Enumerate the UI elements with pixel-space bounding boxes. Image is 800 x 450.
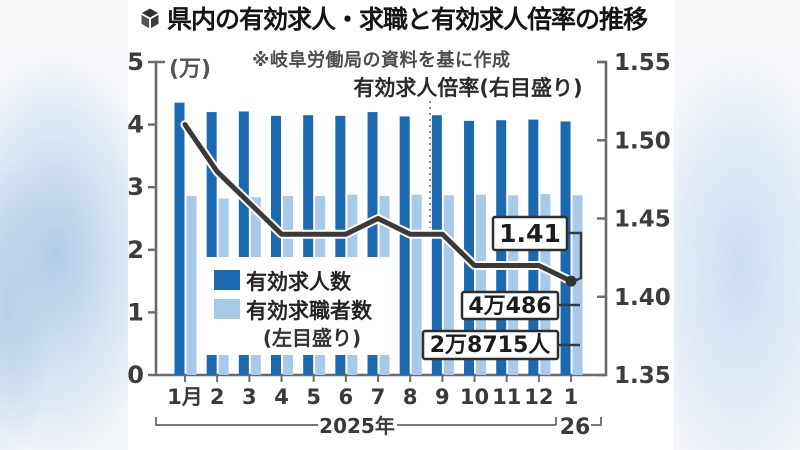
bar-job-openings-9 <box>431 115 442 376</box>
month-label: 1 <box>564 385 579 409</box>
month-label: 10 <box>460 385 489 409</box>
right-axis-tick-label: 1.50 <box>614 128 671 154</box>
right-axis-tick-label: 1.40 <box>614 285 671 311</box>
month-label: 7 <box>371 385 386 409</box>
legend-swatch-job-openings <box>214 270 240 290</box>
month-label: 8 <box>403 385 418 409</box>
bar-job-seekers-8 <box>411 194 422 375</box>
month-label: 9 <box>435 385 450 409</box>
legend-label-job-openings: 有効求人数 <box>246 270 352 294</box>
callout-job-seekers-value: 2万8715人 <box>430 333 551 358</box>
left-axis-tick-label: 0 <box>127 361 144 389</box>
cube-logo-icon <box>139 7 161 30</box>
callout-job-openings-value: 4万486 <box>468 294 551 319</box>
ratio-line-end-dot <box>565 275 577 287</box>
bar-job-seekers-13 <box>572 195 583 375</box>
year-bracket-2025-left <box>155 417 318 426</box>
month-label: 3 <box>242 385 257 409</box>
bar-job-openings-3 <box>238 111 249 375</box>
bar-job-seekers-1 <box>186 195 197 375</box>
month-label: 2 <box>210 385 225 409</box>
left-axis-unit-label: (万) <box>169 57 211 82</box>
bar-job-seekers-12 <box>540 194 551 375</box>
chart-header: 県内の有効求人・求職と有効求人倍率の推移 <box>138 5 648 35</box>
legend-label-job-seekers: 有効求職者数 <box>246 299 373 323</box>
bar-job-openings-4 <box>271 115 282 375</box>
right-axis-tick-label: 1.35 <box>614 363 671 389</box>
month-label: 6 <box>339 385 354 409</box>
month-label: 4 <box>274 385 289 409</box>
month-label: 5 <box>306 385 321 409</box>
left-axis-tick-label: 2 <box>127 236 144 264</box>
year-bracket-2025-right <box>397 417 557 426</box>
legend-left-scale-note: (左目盛り) <box>263 326 361 350</box>
month-label: 1月 <box>167 385 203 409</box>
callout-ratio-connector <box>567 231 583 283</box>
bar-job-openings-1 <box>174 102 185 375</box>
left-axis-tick-label: 5 <box>127 48 144 76</box>
month-label: 12 <box>524 385 553 409</box>
ratio-line <box>182 122 574 284</box>
ratio-line-label: 有効求人倍率(右目盛り) <box>353 76 582 100</box>
bar-job-openings-7 <box>367 112 378 375</box>
bar-job-openings-6 <box>335 115 346 375</box>
bar-job-openings-2 <box>206 112 217 375</box>
month-label: 11 <box>492 385 521 409</box>
right-axis-tick-label: 1.45 <box>614 207 671 233</box>
left-axis-tick-label: 1 <box>127 298 144 326</box>
source-note: ※岐阜労働局の資料を基に作成 <box>252 50 511 71</box>
bar-job-seekers-11 <box>508 195 519 375</box>
bar-job-openings-5 <box>303 115 314 376</box>
year-bracket-26 <box>591 417 602 426</box>
legend-swatch-job-seekers <box>214 299 240 319</box>
left-axis-tick-label: 4 <box>127 111 144 139</box>
year-label-26: 26 <box>560 415 591 440</box>
bar-job-seekers-10 <box>476 194 487 375</box>
bar-job-openings-8 <box>399 116 410 375</box>
right-axis-tick-label: 1.55 <box>614 50 671 76</box>
chart-title: 県内の有効求人・求職と有効求人倍率の推移 <box>167 5 648 34</box>
year-label-2025: 2025年 <box>319 414 395 438</box>
left-axis-tick-label: 3 <box>127 173 144 201</box>
callout-ratio-value: 1.41 <box>499 219 561 248</box>
bar-job-openings-10 <box>464 120 475 376</box>
bar-job-seekers-9 <box>443 195 454 375</box>
